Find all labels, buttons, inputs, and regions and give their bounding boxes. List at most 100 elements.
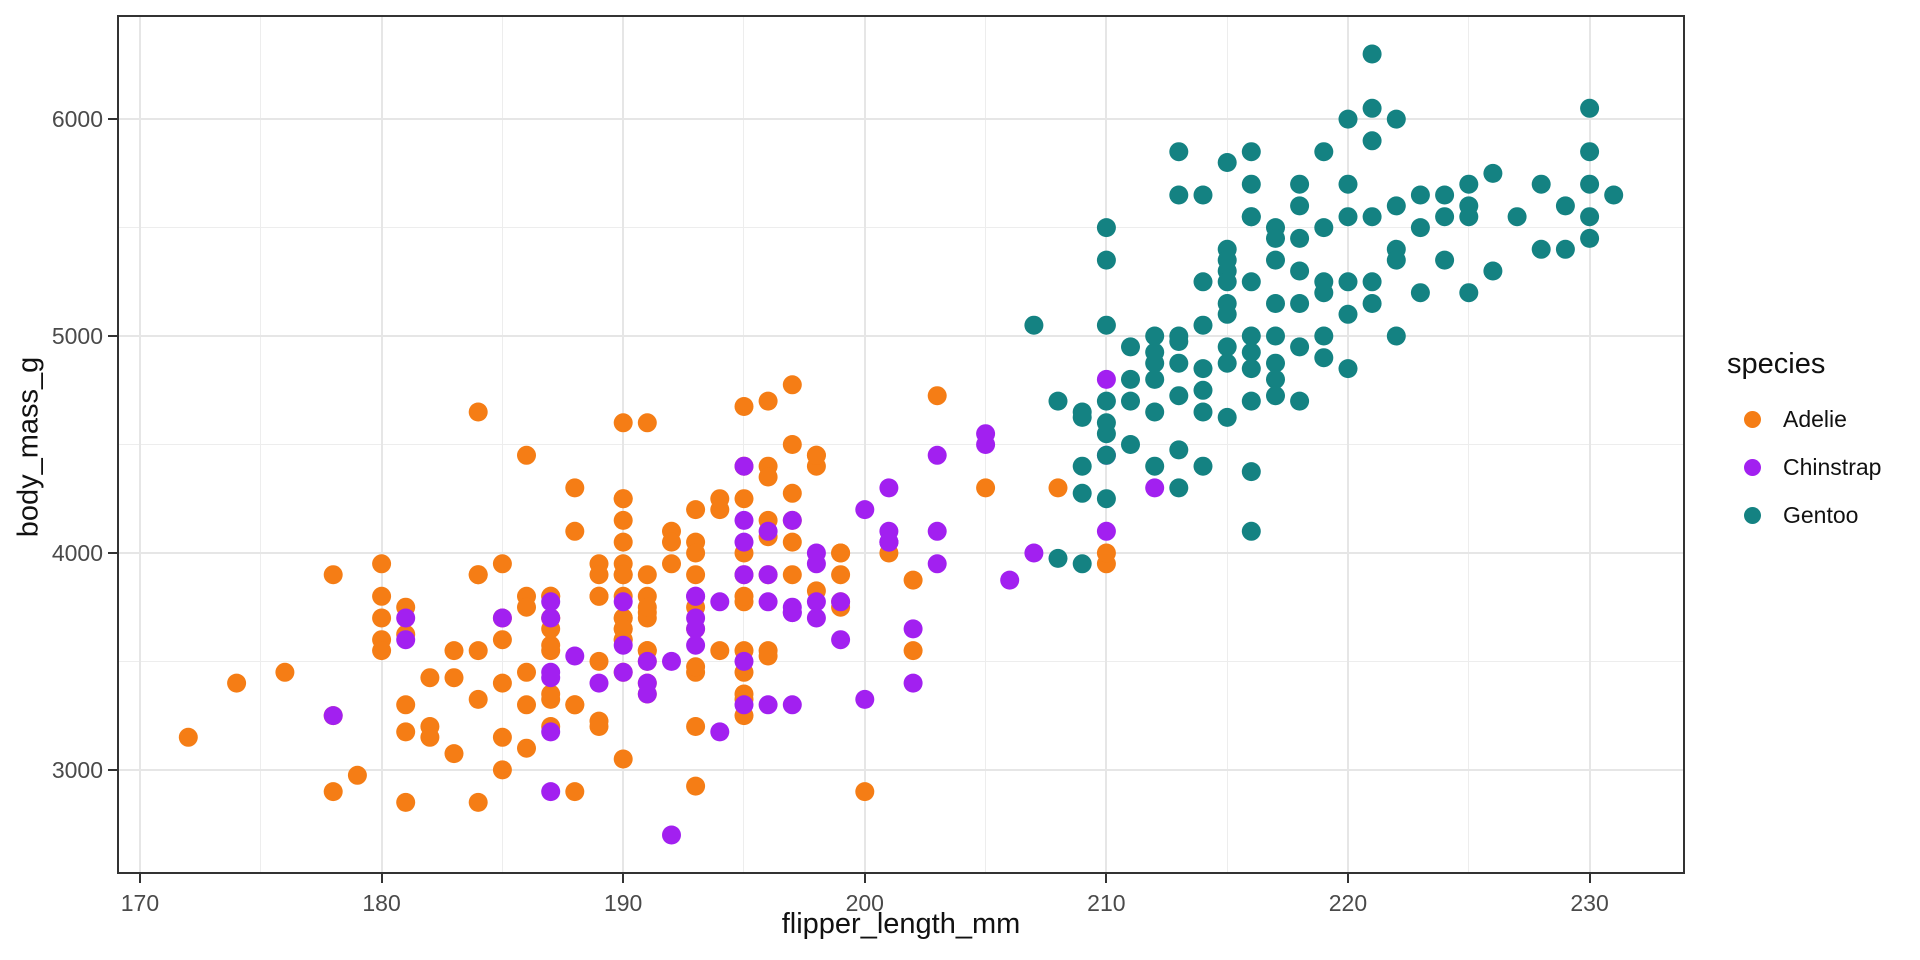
point-gentoo bbox=[1217, 304, 1237, 324]
point-gentoo bbox=[1338, 272, 1358, 292]
point-gentoo bbox=[1121, 391, 1140, 411]
point-chinstrap bbox=[806, 543, 826, 563]
scatter-points bbox=[178, 44, 1624, 845]
point-gentoo bbox=[1580, 174, 1600, 194]
point-adelie bbox=[372, 586, 392, 606]
point-gentoo bbox=[1096, 391, 1116, 411]
point-adelie bbox=[662, 532, 681, 552]
point-chinstrap bbox=[565, 646, 585, 666]
point-gentoo bbox=[1169, 142, 1189, 162]
x-tick-label: 170 bbox=[120, 890, 160, 916]
point-gentoo bbox=[1604, 185, 1624, 205]
point-adelie bbox=[541, 635, 561, 655]
point-gentoo bbox=[1169, 478, 1189, 498]
point-adelie bbox=[855, 782, 875, 802]
point-gentoo bbox=[1266, 353, 1285, 373]
point-gentoo bbox=[1217, 353, 1237, 373]
point-gentoo bbox=[1096, 315, 1116, 335]
legend-row-adelie: Adelie bbox=[1705, 395, 1920, 443]
point-adelie bbox=[637, 565, 657, 585]
point-chinstrap bbox=[782, 510, 802, 530]
point-gentoo bbox=[1290, 391, 1310, 411]
point-chinstrap bbox=[1096, 521, 1116, 541]
point-gentoo bbox=[1169, 353, 1189, 373]
point-gentoo bbox=[1290, 294, 1310, 313]
legend-row-chinstrap: Chinstrap bbox=[1705, 443, 1920, 491]
point-gentoo bbox=[1580, 142, 1600, 162]
point-gentoo bbox=[1145, 456, 1165, 476]
point-adelie bbox=[686, 657, 706, 677]
legend-label-adelie: Adelie bbox=[1783, 405, 1847, 432]
point-gentoo bbox=[1266, 369, 1285, 389]
point-chinstrap bbox=[323, 706, 343, 726]
x-major-gridline bbox=[1588, 15, 1591, 874]
point-adelie bbox=[517, 445, 536, 465]
point-chinstrap bbox=[855, 689, 875, 709]
point-adelie bbox=[517, 738, 536, 758]
point-chinstrap bbox=[1096, 369, 1116, 389]
point-adelie bbox=[492, 554, 512, 574]
point-gentoo bbox=[1459, 207, 1479, 227]
point-adelie bbox=[903, 570, 923, 590]
y-minor-gridline bbox=[117, 227, 1685, 229]
point-chinstrap bbox=[710, 592, 730, 612]
point-gentoo bbox=[1580, 228, 1600, 248]
point-adelie bbox=[565, 521, 585, 541]
point-gentoo bbox=[1241, 326, 1261, 346]
y-axis-tick bbox=[108, 118, 117, 121]
point-gentoo bbox=[1121, 369, 1140, 389]
point-gentoo bbox=[1314, 142, 1334, 162]
point-chinstrap bbox=[1145, 478, 1165, 498]
point-gentoo bbox=[1072, 483, 1092, 503]
point-chinstrap bbox=[831, 592, 851, 612]
point-adelie bbox=[782, 375, 802, 395]
point-chinstrap bbox=[758, 521, 778, 541]
x-major-gridline bbox=[138, 15, 141, 874]
point-adelie bbox=[710, 489, 730, 509]
point-chinstrap bbox=[855, 500, 875, 520]
point-gentoo bbox=[1386, 250, 1406, 270]
y-minor-gridline bbox=[117, 444, 1685, 445]
legend-label-chinstrap: Chinstrap bbox=[1783, 453, 1882, 480]
point-adelie bbox=[782, 565, 802, 585]
x-tick-label: 200 bbox=[845, 890, 884, 916]
point-chinstrap bbox=[927, 445, 947, 465]
point-adelie bbox=[468, 402, 488, 422]
point-chinstrap bbox=[806, 592, 826, 612]
point-gentoo bbox=[1193, 359, 1213, 379]
x-tick-label: 180 bbox=[362, 890, 401, 916]
point-adelie bbox=[686, 565, 706, 585]
point-gentoo bbox=[1410, 185, 1430, 205]
point-chinstrap bbox=[1024, 543, 1044, 563]
point-chinstrap bbox=[758, 592, 778, 612]
chinstrap-dot-icon bbox=[1743, 458, 1761, 476]
y-major-gridline bbox=[117, 551, 1685, 554]
y-minor-gridline bbox=[117, 660, 1685, 662]
point-gentoo bbox=[1145, 342, 1165, 362]
point-chinstrap bbox=[396, 630, 416, 650]
point-gentoo bbox=[1290, 196, 1310, 216]
point-gentoo bbox=[1410, 218, 1430, 238]
point-adelie bbox=[686, 543, 706, 563]
point-chinstrap bbox=[396, 608, 416, 628]
legend-key bbox=[1735, 458, 1769, 476]
legend-label-gentoo: Gentoo bbox=[1783, 501, 1859, 528]
point-gentoo bbox=[1338, 304, 1358, 324]
point-chinstrap bbox=[710, 722, 730, 742]
point-adelie bbox=[613, 532, 633, 552]
point-adelie bbox=[565, 782, 585, 802]
point-adelie bbox=[323, 565, 343, 585]
point-adelie bbox=[517, 597, 536, 617]
point-gentoo bbox=[1266, 326, 1285, 346]
point-gentoo bbox=[1193, 272, 1213, 292]
point-gentoo bbox=[1096, 250, 1116, 270]
point-gentoo bbox=[1096, 218, 1116, 238]
point-gentoo bbox=[1169, 386, 1189, 406]
point-gentoo bbox=[1459, 283, 1479, 303]
point-gentoo bbox=[1290, 174, 1310, 194]
x-axis-tick bbox=[138, 874, 141, 883]
x-axis-tick bbox=[380, 874, 383, 883]
point-adelie bbox=[782, 483, 802, 503]
x-axis-tick bbox=[1105, 874, 1108, 883]
point-adelie bbox=[927, 386, 947, 406]
